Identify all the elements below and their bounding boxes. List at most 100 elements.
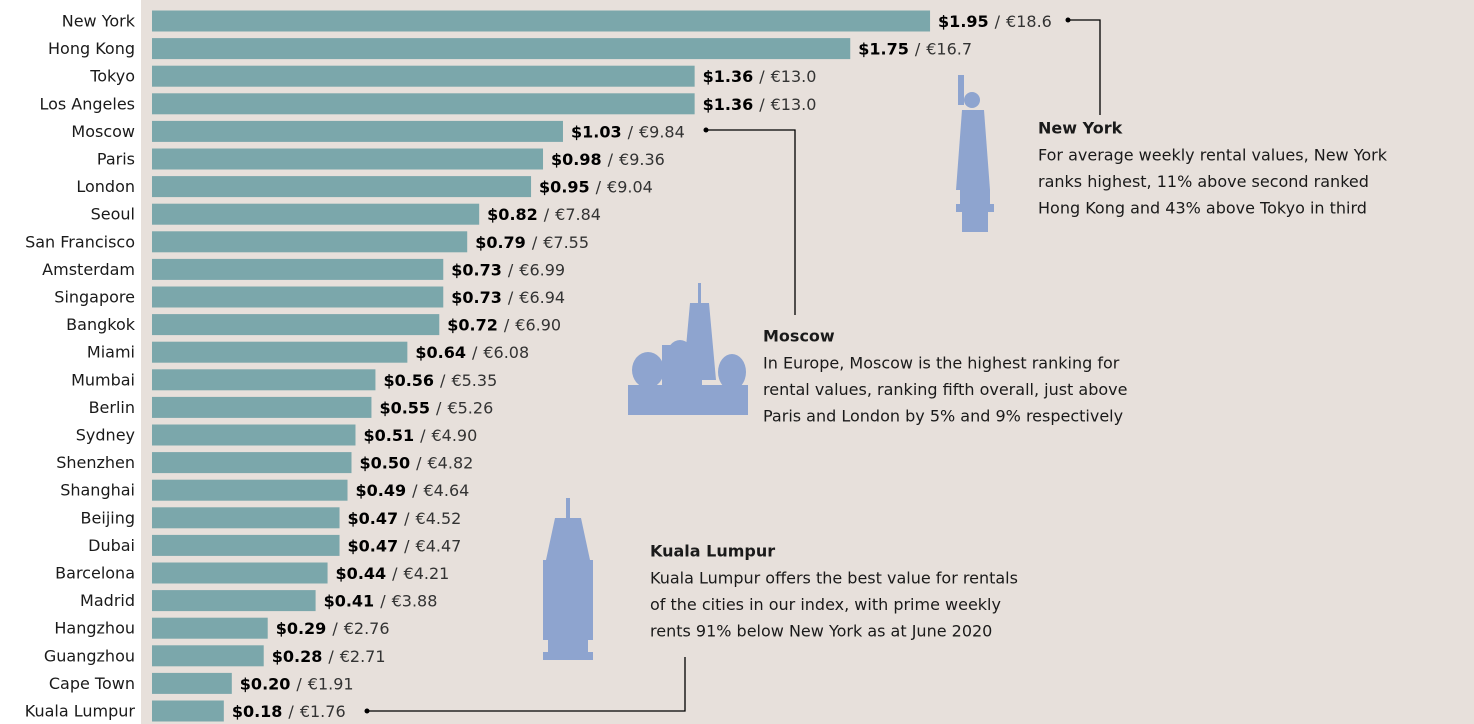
eur-label: €4.64 [424,481,470,500]
value-label: $1.36 / €13.0 [703,67,817,86]
usd-label: $0.20 [240,674,291,693]
usd-label: $0.41 [324,591,375,610]
bar [152,341,408,363]
value-label: $0.56 / €5.35 [383,370,497,389]
usd-label: $0.73 [451,288,502,307]
annotation-text: For average weekly rental values, New Yo… [1038,146,1388,165]
eur-label: €9.04 [607,177,653,196]
usd-label: $0.49 [356,481,407,500]
usd-label: $1.36 [703,94,754,113]
eur-label: €7.84 [555,205,601,224]
bar [152,479,348,501]
bar [152,176,532,198]
separator: / [404,508,410,527]
bar [152,672,232,694]
annotation-text: rental values, ranking fifth overall, ju… [763,380,1127,399]
category-label: San Francisco [25,232,135,251]
value-label: $0.79 / €7.55 [475,232,589,251]
eur-label: €4.82 [428,453,474,472]
usd-label: $0.64 [415,343,466,362]
value-label: $0.72 / €6.90 [447,315,561,334]
value-label: $0.73 / €6.99 [451,260,565,279]
usd-label: $0.73 [451,260,502,279]
usd-label: $1.75 [858,39,909,58]
eur-label: €13.0 [771,94,817,113]
eur-label: €4.21 [404,564,450,583]
value-label: $0.20 / €1.91 [240,674,354,693]
annotation-title: Kuala Lumpur [650,542,775,561]
separator: / [472,343,478,362]
usd-label: $0.98 [551,150,602,169]
connector [367,657,686,712]
eur-label: €4.90 [431,426,477,445]
value-label: $0.82 / €7.84 [487,205,601,224]
category-label: Amsterdam [42,260,135,279]
category-label: Moscow [71,122,135,141]
statue-icon [956,75,994,232]
value-label: $0.64 / €6.08 [415,343,529,362]
category-label: London [76,177,135,196]
separator: / [404,536,410,555]
category-label: Shanghai [60,481,135,500]
usd-label: $0.55 [379,398,430,417]
annotation-text: ranks highest, 11% above second ranked [1038,172,1369,191]
usd-label: $0.18 [232,702,283,721]
separator: / [328,646,334,665]
bar [152,645,264,667]
eur-label: €1.76 [300,702,346,721]
category-label: Berlin [89,398,135,417]
bar [152,120,563,142]
separator: / [392,564,398,583]
category-label: Madrid [80,591,135,610]
eur-label: €6.08 [483,343,529,362]
separator: / [508,288,514,307]
bar [152,65,695,87]
bar [152,10,931,32]
bar [152,314,440,336]
bar [152,203,480,225]
usd-label: $0.50 [360,453,411,472]
connector-dot [364,708,370,714]
category-label: Hangzhou [54,619,135,638]
separator: / [412,481,418,500]
value-label: $0.95 / €9.04 [539,177,653,196]
category-label: Bangkok [66,315,136,334]
category-label: Kuala Lumpur [25,702,136,721]
usd-label: $0.79 [475,232,526,251]
separator: / [296,674,302,693]
bar [152,38,851,60]
bar [152,396,372,418]
annotation-text: Hong Kong and 43% above Tokyo in third [1038,199,1367,218]
usd-label: $0.95 [539,177,590,196]
usd-label: $1.03 [571,122,622,141]
category-label: Guangzhou [44,646,135,665]
value-label: $0.98 / €9.36 [551,150,665,169]
value-label: $0.41 / €3.88 [324,591,438,610]
eur-label: €9.36 [619,150,665,169]
usd-label: $0.47 [348,508,399,527]
separator: / [532,232,538,251]
category-label: Beijing [81,508,135,527]
category-label: Cape Town [49,674,135,693]
separator: / [380,591,386,610]
category-label: Seoul [91,205,135,224]
annotation-text: rents 91% below New York as at June 2020 [650,622,992,641]
separator: / [596,177,602,196]
eur-label: €6.99 [519,260,565,279]
separator: / [608,150,614,169]
separator: / [416,453,422,472]
bar [152,369,376,391]
value-label: $0.28 / €2.71 [272,646,386,665]
connector-dot [1065,17,1071,23]
bar [152,562,328,584]
usd-label: $0.72 [447,315,498,334]
value-label: $0.49 / €4.64 [356,481,470,500]
bar [152,507,340,529]
usd-label: $0.56 [383,370,434,389]
category-label: Singapore [54,288,135,307]
separator: / [544,205,550,224]
bar [152,617,268,639]
eur-label: €5.26 [447,398,493,417]
separator: / [420,426,426,445]
annotation-title: New York [1038,119,1123,138]
